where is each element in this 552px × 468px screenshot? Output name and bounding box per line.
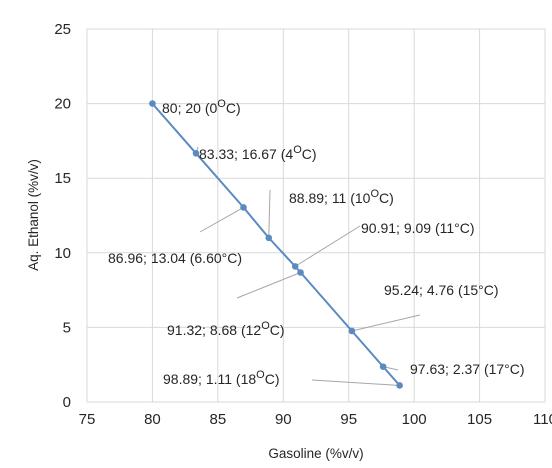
x-axis-title: Gasoline (%v/v) [268, 446, 363, 461]
data-point [291, 263, 299, 270]
data-label: 80; 20 (0OC) [162, 98, 241, 116]
x-tick-label: 95 [340, 411, 357, 428]
y-tick-label: 20 [54, 96, 71, 113]
data-series [149, 100, 403, 389]
y-tick-label: 5 [63, 319, 71, 336]
x-tick-label: 85 [210, 411, 227, 428]
leader-line [351, 314, 421, 332]
data-label: 97.63; 2.37 (17°C) [410, 361, 525, 377]
y-axis-title: Aq. Ethanol (%v/v) [26, 159, 41, 271]
data-point [149, 100, 156, 107]
leader-line [236, 272, 301, 299]
leader-line [199, 207, 244, 233]
data-point [379, 363, 387, 370]
leader-line [268, 189, 271, 238]
data-label: 83.33; 16.67 (4OC) [199, 144, 317, 162]
data-point [265, 234, 273, 242]
x-tick-label: 100 [402, 411, 427, 428]
data-label: 88.89; 11 (10OC) [289, 188, 394, 206]
y-tick-label: 15 [54, 170, 71, 187]
data-label: 86.96; 13.04 (6.60°C) [108, 250, 242, 266]
data-point [348, 327, 356, 335]
x-tick-label: 80 [144, 411, 161, 428]
data-labels: 80; 20 (0OC) 83.33; 16.67 (4OC) 86.96; 13.… [108, 98, 525, 387]
x-tick-label: 110 [533, 411, 552, 428]
gridlines [86, 28, 546, 403]
leader-lines [195, 146, 421, 386]
x-tick-label: 75 [79, 411, 96, 428]
data-label: 90.91; 9.09 (11°C) [361, 220, 475, 236]
data-label: 91.32; 8.68 (12OC) [167, 320, 285, 338]
data-point [396, 382, 403, 389]
data-point [240, 204, 247, 211]
y-tick-label: 0 [63, 394, 71, 411]
leader-line [311, 379, 400, 386]
tick-labels: 75 80 85 90 95 100 105 110 0 5 10 15 20 25 [54, 21, 552, 428]
x-tick-label: 90 [275, 411, 292, 428]
data-label: 95.24; 4.76 (15°C) [384, 282, 499, 298]
data-point [192, 149, 200, 157]
x-tick-label: 105 [467, 411, 492, 428]
data-point [297, 269, 304, 276]
leader-line [294, 225, 361, 267]
y-tick-label: 10 [54, 245, 71, 262]
y-tick-label: 25 [54, 21, 71, 38]
data-label: 98.89; 1.11 (18OC) [163, 369, 280, 387]
